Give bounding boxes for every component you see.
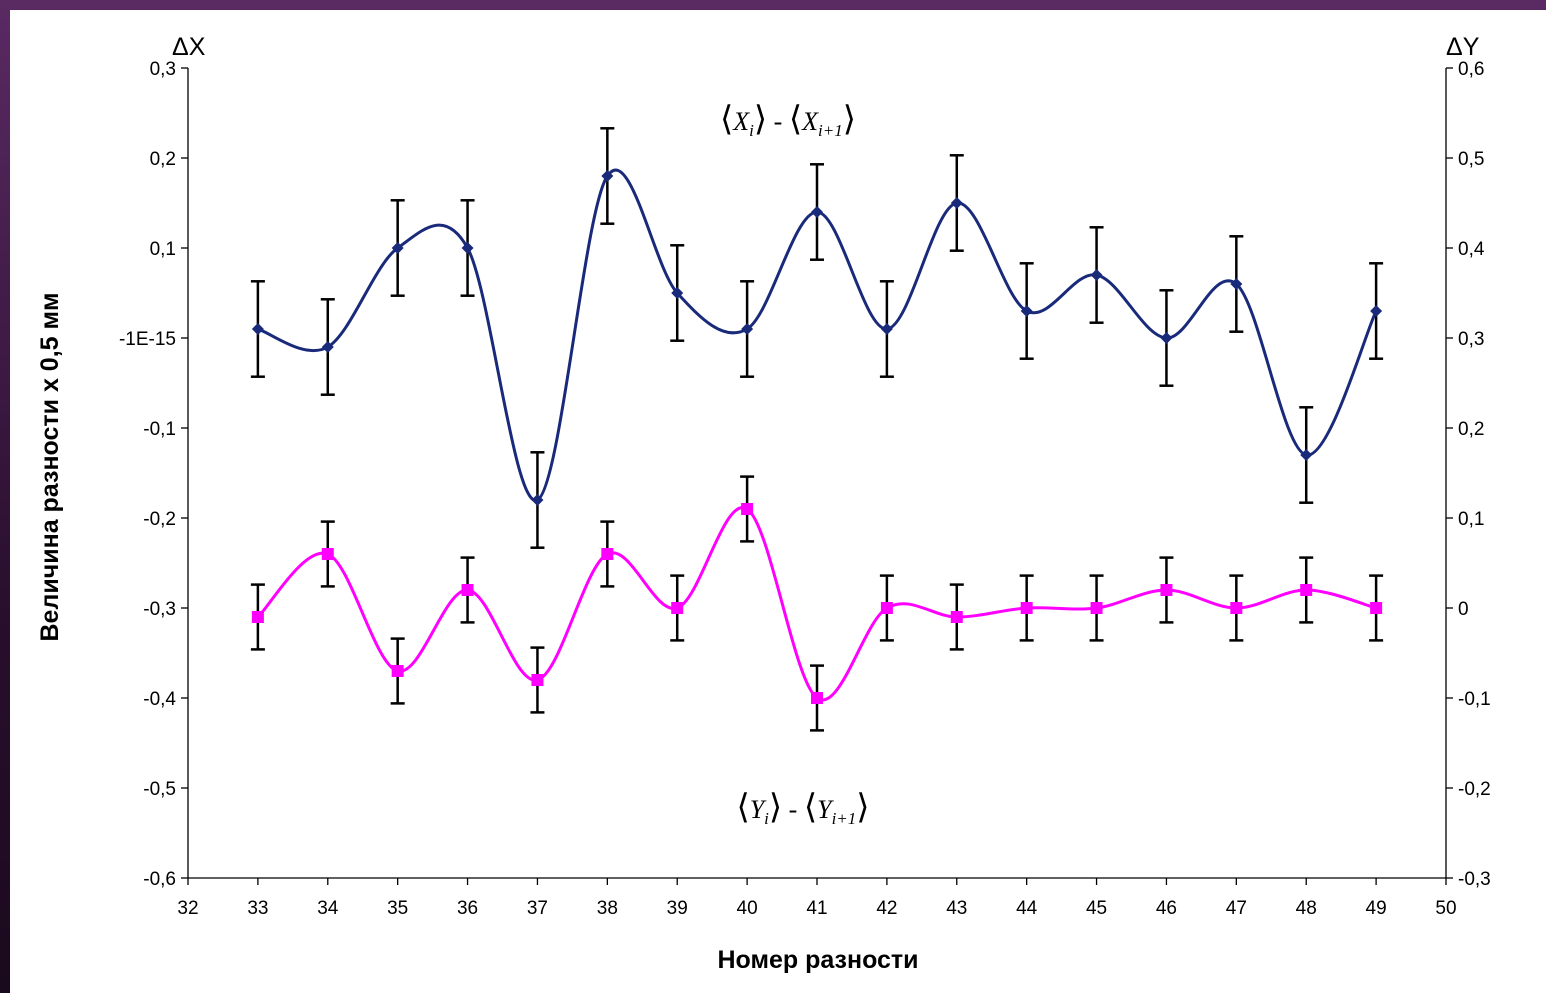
data-point: [811, 692, 823, 704]
labels-layer: ΔX ΔY Номер разности Величина разности х…: [36, 33, 1480, 974]
x-tick-label: 35: [387, 898, 408, 919]
y-axis-title: Величина разности х 0,5 мм: [36, 293, 64, 642]
data-point: [1370, 305, 1383, 317]
left-y-tick-label: -0,5: [143, 779, 176, 800]
left-y-tick-label: -0,2: [143, 509, 176, 530]
x-tick-label: 40: [737, 898, 758, 919]
data-point: [1300, 584, 1313, 596]
series-delta-y: [250, 475, 1384, 732]
data-point: [1160, 332, 1173, 344]
left-y-tick-label: -0,4: [143, 689, 176, 710]
right-y-tick-label: 0,5: [1458, 149, 1484, 170]
series-line: [257, 168, 1378, 502]
data-point: [461, 242, 474, 254]
left-y-tick-label: 0,2: [150, 149, 176, 170]
x-tick-label: 36: [457, 898, 478, 919]
data-point: [880, 602, 893, 614]
y-difference-formula: ⟨Yi⟩ - ⟨Yi+1⟩: [736, 789, 869, 828]
data-point: [1160, 584, 1173, 596]
x-tick-label: 37: [527, 898, 548, 919]
left-y-tick-label: -0,1: [143, 419, 176, 440]
x-tick-label: 41: [806, 898, 827, 919]
data-point: [391, 665, 404, 677]
x-tick-label: 50: [1435, 898, 1456, 919]
x-tick-label: 45: [1086, 898, 1107, 919]
data-point: [950, 197, 963, 209]
right-y-tick-label: -0,1: [1458, 689, 1491, 710]
left-y-tick-label: -0,3: [143, 599, 176, 620]
right-y-tick-label: 0,4: [1458, 239, 1485, 260]
x-tick-label: 34: [317, 898, 339, 919]
data-point: [671, 287, 684, 299]
data-point: [321, 341, 334, 353]
data-point: [811, 206, 823, 218]
data-point: [1090, 602, 1103, 614]
data-point: [601, 548, 614, 560]
x-tick-label: 39: [667, 898, 688, 919]
left-axis-corner-label: ΔX: [172, 33, 206, 61]
x-tick-label: 48: [1296, 898, 1317, 919]
axes: 32 33 34 35 36 37 38 39 40 41 42 43 44 45 46 47 48 49 50-0…: [119, 59, 1491, 919]
left-y-tick-label: 0,3: [150, 59, 176, 80]
right-y-tick-label: 0,3: [1458, 329, 1484, 350]
series-delta-x: [250, 127, 1384, 549]
data-point: [1020, 602, 1033, 614]
right-axis-corner-label: ΔY: [1446, 33, 1480, 61]
data-point: [950, 611, 963, 623]
left-y-tick-label: -1E-15: [119, 329, 176, 350]
data-point: [1230, 602, 1243, 614]
right-y-tick-label: 0,1: [1458, 509, 1484, 530]
x-tick-label: 33: [247, 898, 268, 919]
x-tick-label: 44: [1016, 898, 1038, 919]
left-y-tick-label: -0,6: [143, 869, 176, 890]
series-layer: [250, 127, 1384, 732]
data-point: [531, 494, 544, 506]
data-point: [391, 242, 404, 254]
data-point: [601, 170, 614, 182]
right-y-tick-label: 0: [1458, 599, 1469, 620]
x-tick-label: 32: [177, 898, 198, 919]
x-tick-label: 47: [1226, 898, 1247, 919]
data-point: [251, 323, 264, 335]
data-point: [1370, 602, 1383, 614]
data-point: [1300, 449, 1313, 461]
data-point: [880, 323, 893, 335]
data-point: [741, 503, 754, 515]
data-point: [1230, 278, 1243, 290]
difference-chart: 32 33 34 35 36 37 38 39 40 41 42 43 44 45 46 47 48 49 50-0…: [36, 33, 1491, 974]
data-point: [251, 611, 264, 623]
chart-area: 32 33 34 35 36 37 38 39 40 41 42 43 44 45 46 47 48 49 50 -0…: [10, 10, 1546, 993]
right-y-tick-label: 0,2: [1458, 419, 1484, 440]
left-y-tick-label: 0,1: [150, 239, 176, 260]
x-tick-label: 38: [597, 898, 618, 919]
x-tick-label: 43: [946, 898, 967, 919]
data-point: [671, 602, 684, 614]
x-difference-formula: ⟨Xi⟩ - ⟨Xi+1⟩: [720, 101, 856, 140]
data-point: [321, 548, 334, 560]
x-tick-label: 49: [1366, 898, 1387, 919]
data-point: [461, 584, 474, 596]
right-y-tick-label: 0,6: [1458, 59, 1484, 80]
right-y-tick-label: -0,3: [1458, 869, 1491, 890]
data-point: [1020, 305, 1033, 317]
data-point: [741, 323, 754, 335]
data-point: [1090, 269, 1103, 281]
right-y-tick-label: -0,2: [1458, 779, 1491, 800]
series-line: [256, 506, 1377, 702]
x-tick-label: 42: [876, 898, 897, 919]
x-tick-label: 46: [1156, 898, 1177, 919]
x-axis-title: Номер разности: [717, 946, 918, 974]
data-point: [531, 674, 544, 686]
